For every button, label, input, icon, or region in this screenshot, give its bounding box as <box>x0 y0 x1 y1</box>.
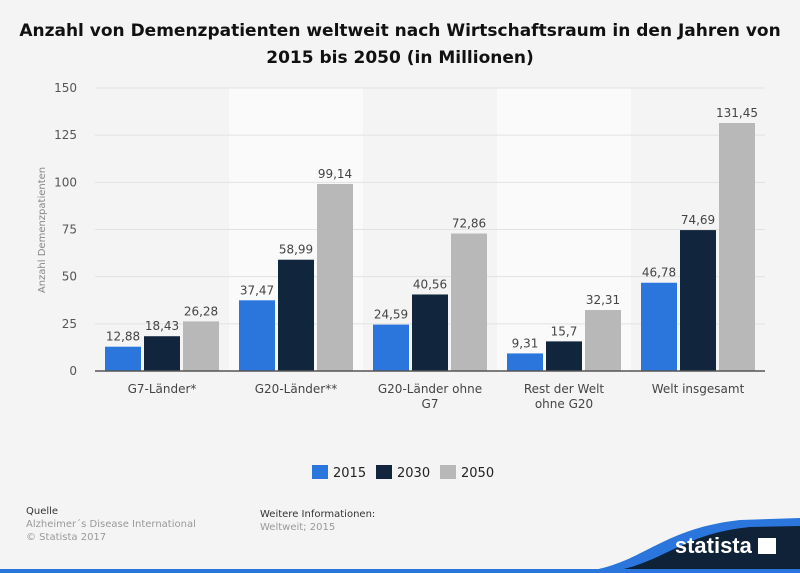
data-label: 58,99 <box>279 243 313 257</box>
y-tick-label: 100 <box>54 175 77 189</box>
data-label: 24,59 <box>374 308 408 322</box>
bar-2015 <box>105 346 141 371</box>
bar-2050 <box>719 122 755 371</box>
bar-2050 <box>317 183 353 371</box>
x-tick-label: ohne G20 <box>535 397 593 411</box>
copyright: © Statista 2017 <box>26 532 107 543</box>
bar-2030 <box>546 341 582 371</box>
bar-2030 <box>412 294 448 371</box>
x-tick-label: Welt insgesamt <box>652 382 745 396</box>
footer-band <box>585 526 800 573</box>
data-label: 26,28 <box>184 304 218 318</box>
bar-2015 <box>641 282 677 371</box>
y-tick-label: 0 <box>69 364 77 378</box>
data-label: 15,7 <box>551 324 578 338</box>
info-heading: Weitere Informationen: <box>260 509 376 520</box>
data-label: 37,47 <box>240 283 274 297</box>
chart-title: Anzahl von Demenzpatienten weltweit nach… <box>19 21 781 68</box>
data-label: 9,31 <box>512 336 539 350</box>
y-tick-label: 75 <box>62 223 77 237</box>
bar-2050 <box>451 233 487 371</box>
legend-label: 2015 <box>333 466 366 481</box>
data-label: 32,31 <box>586 293 620 307</box>
bar-2030 <box>278 259 314 371</box>
x-tick-label: G7 <box>422 397 439 411</box>
x-tick-label: G20-Länder ohne <box>378 382 482 396</box>
x-tick-label: Rest der Welt <box>524 382 605 396</box>
x-tick-label: G7-Länder* <box>128 382 197 396</box>
legend-label: 2050 <box>461 466 494 481</box>
y-tick-label: 50 <box>62 270 77 284</box>
bar-2050 <box>183 321 219 371</box>
source-block: Quelle Alzheimer´s Disease International… <box>26 505 196 544</box>
y-tick-label: 125 <box>54 128 77 142</box>
y-axis-label: Anzahl Demenzpatienten <box>37 167 48 293</box>
legend-swatch-2015 <box>312 465 328 479</box>
data-label: 72,86 <box>452 217 486 231</box>
source-text: Alzheimer´s Disease International <box>26 519 196 530</box>
bar-2030 <box>680 230 716 371</box>
data-label: 131,45 <box>716 106 758 120</box>
data-label: 40,56 <box>413 277 447 291</box>
info-text: Weltweit; 2015 <box>260 522 336 533</box>
bar-2030 <box>144 336 180 371</box>
legend-label: 2030 <box>397 466 430 481</box>
legend-swatch-2030 <box>376 465 392 479</box>
data-label: 46,78 <box>642 266 676 280</box>
data-label: 74,69 <box>681 213 715 227</box>
logo-text: statista <box>674 533 752 558</box>
statista-logo[interactable]: statista <box>675 533 776 559</box>
y-tick-label: 150 <box>54 81 77 95</box>
footer-line <box>0 569 800 573</box>
bar-2015 <box>507 353 543 371</box>
bar-2015 <box>239 300 275 371</box>
info-block: Weitere Informationen: Weltweit; 2015 <box>260 508 375 534</box>
source-heading: Quelle <box>26 506 59 517</box>
legend-swatch-2050 <box>440 465 456 479</box>
bar-2015 <box>373 324 409 371</box>
statista-logo-icon <box>758 538 776 554</box>
data-label: 18,43 <box>145 319 179 333</box>
data-label: 12,88 <box>106 330 140 344</box>
bar-2050 <box>585 310 621 371</box>
x-tick-label: G20-Länder** <box>255 382 337 396</box>
data-label: 99,14 <box>318 167 352 181</box>
y-tick-label: 25 <box>62 317 77 331</box>
